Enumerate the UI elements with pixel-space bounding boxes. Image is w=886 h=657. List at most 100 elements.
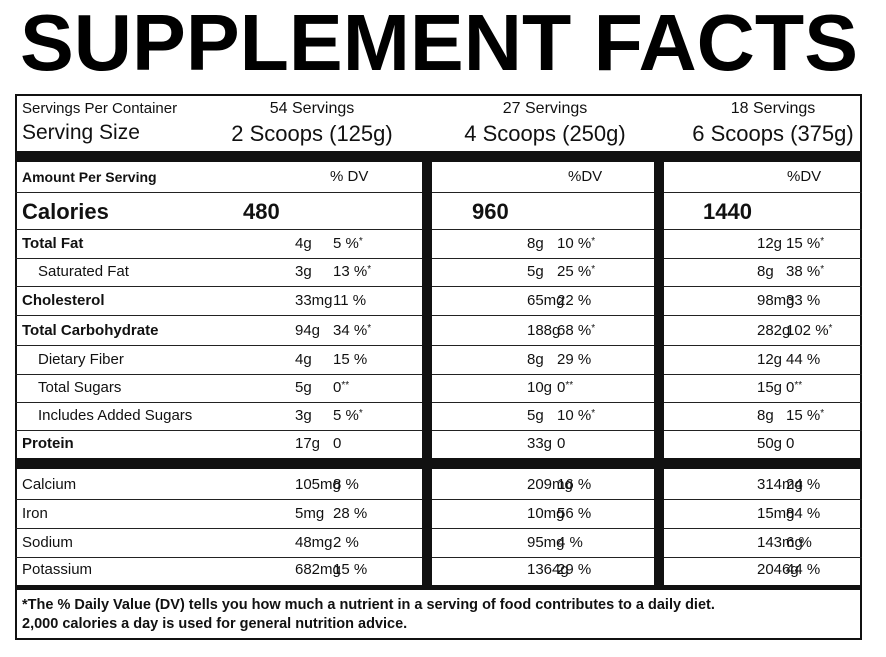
dv-mark: * (820, 264, 825, 275)
row-line (15, 258, 862, 259)
nutrient-label: Dietary Fiber (38, 351, 124, 368)
nutrient-amount: 5mg (295, 505, 325, 522)
nutrient-amount: 17g (295, 435, 321, 452)
dv-mark: * (820, 236, 825, 247)
nutrient-dv: 8 % (333, 476, 359, 493)
nutrient-dv: 15 % (333, 561, 368, 578)
nutrient-amount: 48mg (295, 534, 333, 551)
serving-size-label: Serving Size (22, 121, 140, 145)
nutrient-label: Total Sugars (38, 379, 122, 396)
nutrient-amount: 143mg (757, 534, 803, 551)
nutrient-label: Saturated Fat (38, 263, 129, 280)
nutrient-amount: 33g (527, 435, 553, 452)
nutrient-dv: 84 % (786, 505, 821, 522)
serving-size: 4 Scoops (250g) (464, 120, 626, 146)
nutrient-dv: 15 % (333, 351, 368, 368)
nutrient-dv: 0 (786, 435, 795, 452)
serving-size: 2 Scoops (125g) (231, 120, 393, 146)
nutrient-amount: 4g (295, 235, 312, 252)
nutrient-amount: 314mg (757, 476, 803, 493)
row-line (15, 557, 862, 558)
nutrient-dv: 4 % (557, 534, 583, 551)
nutrient-amount: 98mg (757, 292, 795, 309)
nutrient-label: Includes Added Sugars (38, 407, 193, 424)
nutrient-amount: 188g (527, 322, 561, 339)
nutrient-dv: 44 % (786, 351, 821, 368)
row-line (15, 499, 862, 500)
nutrient-amount: 95mg (527, 534, 565, 551)
nutrient-amount: 282g (757, 322, 791, 339)
dv-mark: * (367, 323, 372, 334)
nutrient-dv: 5 %* (333, 407, 363, 424)
nutrient-amount: 10mg (527, 505, 565, 522)
minerals-bar (15, 585, 862, 590)
row-line (15, 402, 862, 403)
nutrient-amount: 12g (757, 235, 783, 252)
frame-right (860, 94, 862, 640)
nutrient-dv: 10 %* (557, 407, 596, 424)
dv-header: %DV (787, 168, 822, 185)
nutrient-dv: 102 %* (786, 322, 833, 339)
nutrient-amount: 682mg (295, 561, 341, 578)
serving-size: 6 Scoops (375g) (692, 120, 854, 146)
row-line (15, 192, 862, 193)
nutrient-amount: 12g (757, 351, 783, 368)
row-line (15, 374, 862, 375)
nutrient-dv: 22 % (557, 292, 592, 309)
servings-count: 27 Servings (502, 100, 588, 118)
frame-top (15, 94, 862, 96)
dv-mark: * (591, 236, 596, 247)
nutrient-dv: 15 %* (786, 235, 825, 252)
dv-mark: ** (565, 380, 574, 391)
nutrient-amount: 209mg (527, 476, 573, 493)
frame-left (15, 94, 17, 640)
row-line (15, 528, 862, 529)
protein-bar (15, 458, 862, 469)
dv-mark: * (591, 323, 596, 334)
row-line (15, 286, 862, 287)
nutrient-amount: 94g (295, 322, 321, 339)
nutrient-amount: 1364g (527, 561, 569, 578)
nutrient-amount: 8g (527, 351, 544, 368)
nutrient-dv: 0 (557, 435, 566, 452)
nutrient-amount: 33mg (295, 292, 333, 309)
nutrient-label: Total Carbohydrate (22, 322, 159, 339)
nutrient-dv: 2 % (333, 534, 359, 551)
nutrient-amount: 3g (295, 407, 312, 424)
row-line (15, 345, 862, 346)
nutrient-dv: 33 % (786, 292, 821, 309)
nutrient-label: Cholesterol (22, 292, 105, 309)
nutrient-label: Total Fat (22, 235, 84, 252)
row-line (15, 229, 862, 230)
nutrient-dv: 10 %* (557, 235, 596, 252)
nutrient-amount: 2046g (757, 561, 799, 578)
nutrient-dv: 13 %* (333, 263, 372, 280)
nutrient-label: Potassium (22, 561, 93, 578)
column-divider (654, 162, 664, 588)
nutrient-dv: 0** (557, 379, 574, 396)
servings-count: 18 Servings (730, 100, 816, 118)
frame-bottom (15, 638, 862, 640)
title: SUPPLEMENT FACTS (20, 4, 858, 80)
dv-mark: * (358, 408, 363, 419)
dv-mark: ** (341, 380, 350, 391)
nutrient-dv: 5 %* (333, 235, 363, 252)
row-line (15, 430, 862, 431)
nutrient-dv: 34 %* (333, 322, 372, 339)
nutrient-dv: 0** (786, 379, 803, 396)
footnote: *The % Daily Value (DV) tells you how mu… (22, 597, 715, 614)
nutrient-amount: 4g (295, 351, 312, 368)
nutrient-dv: 15 %* (786, 407, 825, 424)
dv-mark: * (358, 236, 363, 247)
nutrient-amount: 8g (527, 235, 544, 252)
footnote: 2,000 calories a day is used for general… (22, 616, 408, 633)
dv-header: %DV (568, 168, 603, 185)
nutrient-dv: 6 % (786, 534, 812, 551)
nutrient-amount: 15g (757, 379, 783, 396)
dv-mark: * (820, 408, 825, 419)
nutrient-label: Iron (22, 505, 48, 522)
nutrient-amount: 3g (295, 263, 312, 280)
nutrient-label: Calcium (22, 476, 77, 493)
nutrient-dv: 25 %* (557, 263, 596, 280)
